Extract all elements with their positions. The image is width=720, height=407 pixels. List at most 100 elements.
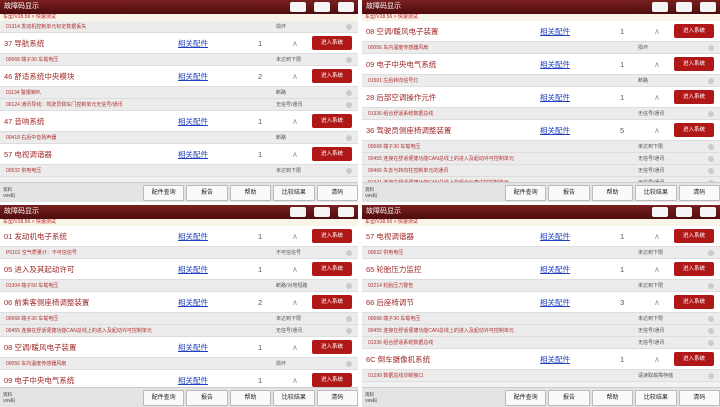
- exit-button[interactable]: [338, 2, 354, 12]
- collapse-icon[interactable]: ∧: [292, 116, 298, 126]
- toolbar-button[interactable]: 配件查询: [504, 389, 547, 406]
- enter-system-button[interactable]: 进入系统: [674, 57, 714, 71]
- enter-system-button[interactable]: 进入系统: [312, 229, 352, 243]
- collapse-icon[interactable]: ∧: [654, 264, 660, 274]
- fault-icon[interactable]: [346, 282, 352, 289]
- parts-link[interactable]: 相关配件: [540, 264, 570, 274]
- toolbar-button[interactable]: 帮助: [591, 389, 634, 406]
- fault-icon[interactable]: [346, 360, 352, 367]
- home-button[interactable]: [290, 2, 306, 12]
- toolbar-button[interactable]: 清码: [678, 389, 720, 406]
- fault-icon[interactable]: [708, 327, 714, 334]
- toolbar-button[interactable]: 帮助: [591, 184, 634, 201]
- enter-system-button[interactable]: 进入系统: [312, 69, 352, 83]
- fault-icon[interactable]: [346, 315, 352, 322]
- enter-system-button[interactable]: 进入系统: [312, 147, 352, 161]
- toolbar-button[interactable]: 报告: [548, 184, 590, 201]
- parts-link[interactable]: 相关配件: [178, 231, 208, 241]
- toolbar-button[interactable]: 清码: [316, 184, 358, 201]
- toolbar-button[interactable]: 报告: [186, 184, 228, 201]
- parts-link[interactable]: 相关配件: [540, 231, 570, 241]
- toolbar-button[interactable]: 比较结果: [635, 389, 677, 406]
- fault-icon[interactable]: [708, 155, 714, 162]
- fault-icon[interactable]: [708, 249, 714, 256]
- enter-system-button[interactable]: 进入系统: [674, 24, 714, 38]
- parts-link[interactable]: 相关配件: [540, 354, 570, 364]
- fault-icon[interactable]: [708, 339, 714, 346]
- fault-icon[interactable]: [708, 282, 714, 289]
- collapse-icon[interactable]: ∧: [292, 231, 298, 241]
- toolbar-button[interactable]: 报告: [186, 389, 228, 406]
- enter-system-button[interactable]: 进入系统: [674, 229, 714, 243]
- toolbar-button[interactable]: 清码: [678, 184, 720, 201]
- parts-link[interactable]: 相关配件: [178, 38, 208, 48]
- fault-icon[interactable]: [708, 110, 714, 117]
- collapse-icon[interactable]: ∧: [654, 231, 660, 241]
- parts-link[interactable]: 相关配件: [178, 297, 208, 307]
- home-button[interactable]: [652, 2, 668, 12]
- home-button[interactable]: [652, 207, 668, 217]
- toolbar-button[interactable]: 比较结果: [273, 184, 315, 201]
- parts-link[interactable]: 相关配件: [540, 92, 570, 102]
- parts-link[interactable]: 相关配件: [178, 149, 208, 159]
- collapse-icon[interactable]: ∧: [292, 342, 298, 352]
- enter-system-button[interactable]: 进入系统: [312, 295, 352, 309]
- home-button[interactable]: [290, 207, 306, 217]
- enter-system-button[interactable]: 进入系统: [312, 373, 352, 387]
- toolbar-button[interactable]: 帮助: [229, 389, 272, 406]
- collapse-icon[interactable]: ∧: [292, 297, 298, 307]
- fault-icon[interactable]: [708, 315, 714, 322]
- fault-icon[interactable]: [708, 167, 714, 174]
- enter-system-button[interactable]: 进入系统: [674, 90, 714, 104]
- enter-system-button[interactable]: 进入系统: [312, 36, 352, 50]
- collapse-icon[interactable]: ∧: [654, 26, 660, 36]
- fault-icon[interactable]: [708, 179, 714, 182]
- fault-icon[interactable]: [708, 143, 714, 150]
- collapse-icon[interactable]: ∧: [654, 125, 660, 135]
- collapse-icon[interactable]: ∧: [292, 71, 298, 81]
- collapse-icon[interactable]: ∧: [292, 149, 298, 159]
- toolbar-button[interactable]: 比较结果: [635, 184, 677, 201]
- collapse-icon[interactable]: ∧: [654, 354, 660, 364]
- parts-link[interactable]: 相关配件: [540, 26, 570, 36]
- enter-system-button[interactable]: 进入系统: [312, 340, 352, 354]
- collapse-icon[interactable]: ∧: [654, 297, 660, 307]
- fault-icon[interactable]: [708, 77, 714, 84]
- toolbar-button[interactable]: 报告: [548, 389, 590, 406]
- enter-system-button[interactable]: 进入系统: [674, 262, 714, 276]
- fault-icon[interactable]: [346, 56, 352, 63]
- exit-button[interactable]: [338, 207, 354, 217]
- parts-link[interactable]: 相关配件: [178, 375, 208, 385]
- fault-icon[interactable]: [346, 167, 352, 174]
- exit-button[interactable]: [700, 2, 716, 12]
- toolbar-button[interactable]: 配件查询: [504, 184, 547, 201]
- enter-system-button[interactable]: 进入系统: [674, 295, 714, 309]
- parts-link[interactable]: 相关配件: [540, 59, 570, 69]
- toolbar-button[interactable]: 清码: [316, 389, 358, 406]
- parts-link[interactable]: 相关配件: [540, 297, 570, 307]
- print-button[interactable]: [314, 2, 330, 12]
- toolbar-button[interactable]: 帮助: [229, 184, 272, 201]
- parts-link[interactable]: 相关配件: [178, 342, 208, 352]
- parts-link[interactable]: 相关配件: [178, 116, 208, 126]
- fault-icon[interactable]: [346, 89, 352, 96]
- fault-icon[interactable]: [708, 372, 714, 379]
- toolbar-button[interactable]: 比较结果: [273, 389, 315, 406]
- parts-link[interactable]: 相关配件: [540, 125, 570, 135]
- fault-icon[interactable]: [708, 44, 714, 51]
- toolbar-button[interactable]: 配件查询: [142, 389, 185, 406]
- enter-system-button[interactable]: 进入系统: [312, 114, 352, 128]
- collapse-icon[interactable]: ∧: [292, 38, 298, 48]
- fault-icon[interactable]: [346, 134, 352, 141]
- toolbar-button[interactable]: 配件查询: [142, 184, 185, 201]
- exit-button[interactable]: [700, 207, 716, 217]
- fault-icon[interactable]: [346, 23, 352, 30]
- collapse-icon[interactable]: ∧: [654, 59, 660, 69]
- print-button[interactable]: [676, 207, 692, 217]
- parts-link[interactable]: 相关配件: [178, 71, 208, 81]
- fault-icon[interactable]: [346, 327, 352, 334]
- collapse-icon[interactable]: ∧: [292, 375, 298, 385]
- enter-system-button[interactable]: 进入系统: [312, 262, 352, 276]
- fault-icon[interactable]: [346, 101, 352, 108]
- parts-link[interactable]: 相关配件: [178, 264, 208, 274]
